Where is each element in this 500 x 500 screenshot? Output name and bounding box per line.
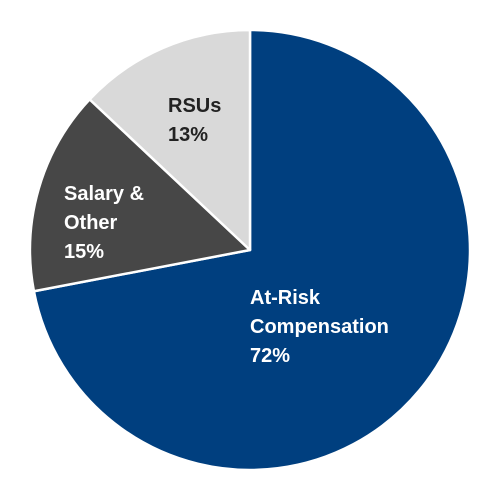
slice-label-2: RSUs 13% [168, 95, 221, 146]
slice-percent-1: 15% [64, 241, 104, 263]
pie-slice-0 [32, 28, 472, 472]
slice-name-line-1-0: Salary & [64, 183, 144, 205]
slice-label-1: Salary & Other 15% [64, 183, 144, 263]
slice-name-line-0-0: At-Risk [250, 287, 321, 309]
slice-name-line-2-0: RSUs [168, 95, 221, 117]
slice-percent-0: 72% [250, 345, 290, 367]
slice-name-line-1-1: Other [64, 212, 118, 234]
slice-name-line-0-1: Compensation [250, 316, 389, 338]
slice-label-0: At-Risk Compensation 72% [250, 287, 389, 367]
pie-slices [28, 28, 472, 472]
slice-percent-2: 13% [168, 124, 208, 146]
pie-labels: At-Risk Compensation 72% Salary & Other 15% RS… [64, 95, 389, 367]
pie-slice-1 [28, 98, 252, 293]
pie-slice-2 [88, 28, 252, 252]
